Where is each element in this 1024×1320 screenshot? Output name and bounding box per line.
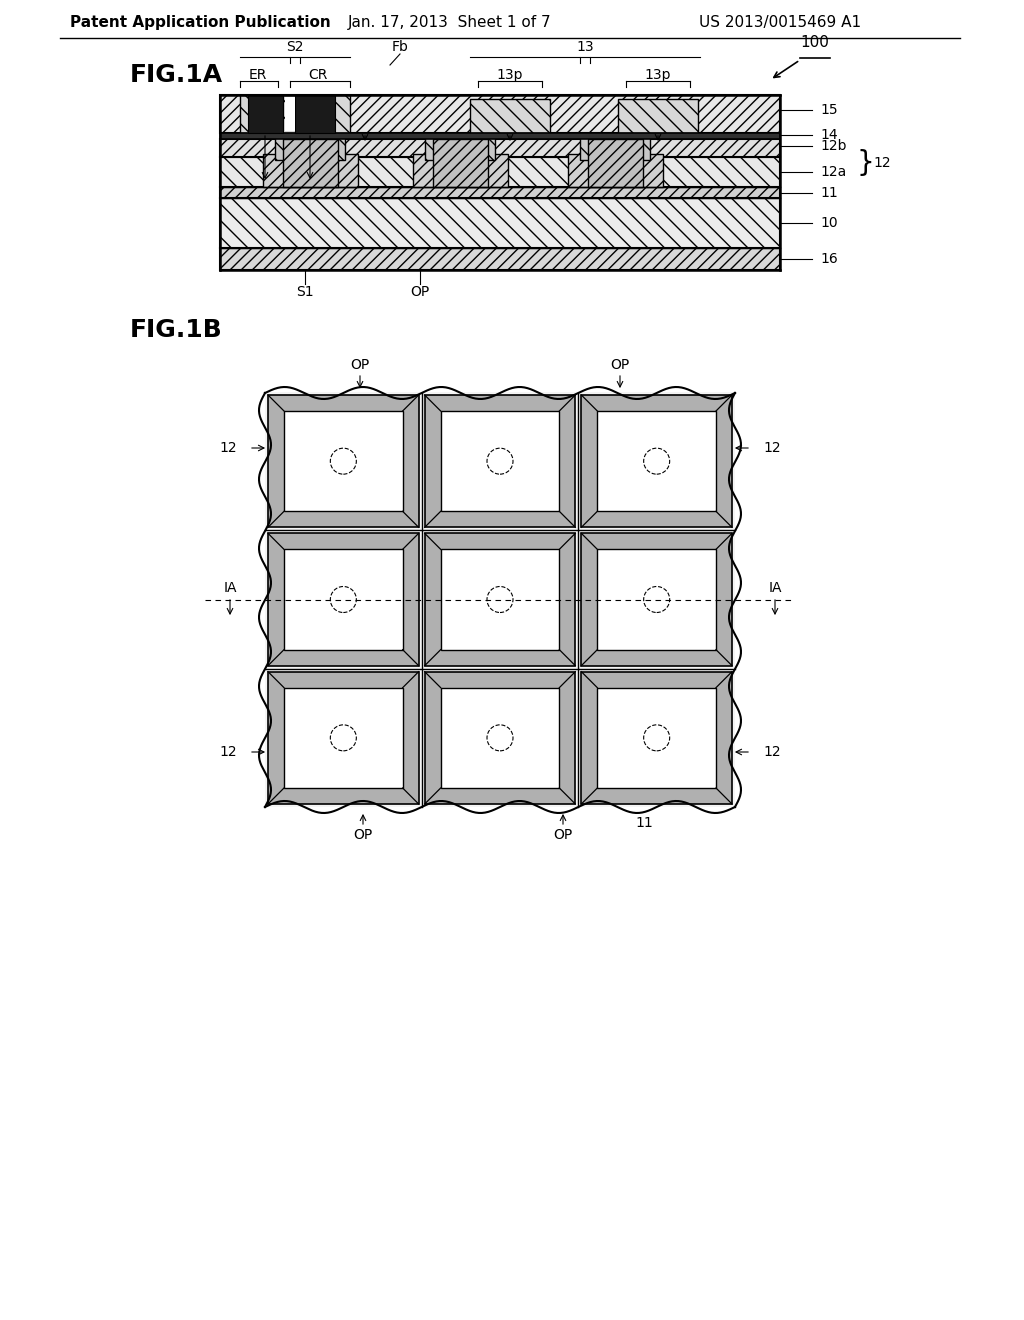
Bar [268, 672, 419, 804]
Bar [220, 187, 780, 198]
Text: 12: 12 [763, 744, 780, 759]
Text: 10: 10 [820, 216, 838, 230]
Text: S1: S1 [296, 285, 313, 300]
Bar [220, 95, 780, 133]
Bar [263, 154, 358, 187]
Bar [220, 157, 780, 187]
Bar [285, 96, 295, 131]
Text: 16: 16 [820, 252, 838, 267]
Bar [284, 549, 402, 649]
Bar [425, 533, 575, 665]
Bar [597, 549, 716, 649]
Text: }: } [857, 149, 874, 177]
Bar [440, 688, 559, 788]
Bar [268, 533, 419, 665]
Bar [440, 411, 559, 511]
Bar [284, 411, 402, 511]
Text: IA: IA [223, 581, 237, 595]
Bar [582, 395, 732, 527]
Text: OP: OP [411, 285, 430, 300]
Bar [220, 198, 780, 248]
Text: Patent Application Publication: Patent Application Publication [70, 15, 331, 29]
Bar [433, 139, 488, 187]
Text: 12b: 12b [820, 139, 847, 153]
Text: 13p: 13p [497, 69, 523, 82]
Text: 12a: 12a [820, 165, 846, 180]
Bar [597, 688, 716, 788]
Bar [580, 136, 650, 160]
Bar [470, 99, 550, 133]
Text: FIG.1B: FIG.1B [130, 318, 223, 342]
Text: US 2013/0015469 A1: US 2013/0015469 A1 [699, 15, 861, 29]
Bar [588, 139, 643, 187]
Text: OP: OP [353, 828, 373, 842]
Bar [618, 99, 698, 133]
Bar [265, 392, 735, 807]
Text: OP: OP [553, 828, 572, 842]
Bar [240, 95, 350, 133]
Bar [425, 136, 495, 160]
Bar [284, 688, 402, 788]
Text: 11: 11 [820, 186, 838, 201]
Bar [295, 95, 335, 133]
Text: 12: 12 [219, 441, 237, 455]
Bar [248, 95, 283, 133]
Text: 15: 15 [820, 103, 838, 117]
Text: 100: 100 [801, 36, 829, 50]
Text: 12: 12 [873, 156, 891, 170]
Bar [220, 133, 780, 139]
Bar [425, 395, 575, 527]
Text: CR: CR [308, 69, 328, 82]
Text: 12: 12 [219, 744, 237, 759]
Text: 14: 14 [820, 128, 838, 143]
Bar [597, 411, 716, 511]
Bar [220, 139, 780, 157]
Bar [582, 672, 732, 804]
Bar [275, 136, 345, 160]
Text: OP: OP [350, 358, 370, 372]
Bar [568, 154, 663, 187]
Text: S2: S2 [287, 40, 304, 54]
Bar [413, 154, 508, 187]
Bar [440, 549, 559, 649]
Bar [268, 395, 419, 527]
Text: ER: ER [249, 69, 267, 82]
Text: 13: 13 [577, 40, 594, 54]
Text: 13p: 13p [645, 69, 672, 82]
Text: 11: 11 [635, 816, 652, 830]
Bar [425, 672, 575, 804]
Text: OP: OP [610, 358, 630, 372]
Text: FIG.1A: FIG.1A [130, 63, 223, 87]
Bar [283, 139, 338, 187]
Text: IA: IA [768, 581, 781, 595]
Text: Fb: Fb [391, 40, 409, 54]
Bar [582, 533, 732, 665]
Text: Jan. 17, 2013  Sheet 1 of 7: Jan. 17, 2013 Sheet 1 of 7 [348, 15, 552, 29]
Text: 12: 12 [763, 441, 780, 455]
Bar [220, 248, 780, 271]
